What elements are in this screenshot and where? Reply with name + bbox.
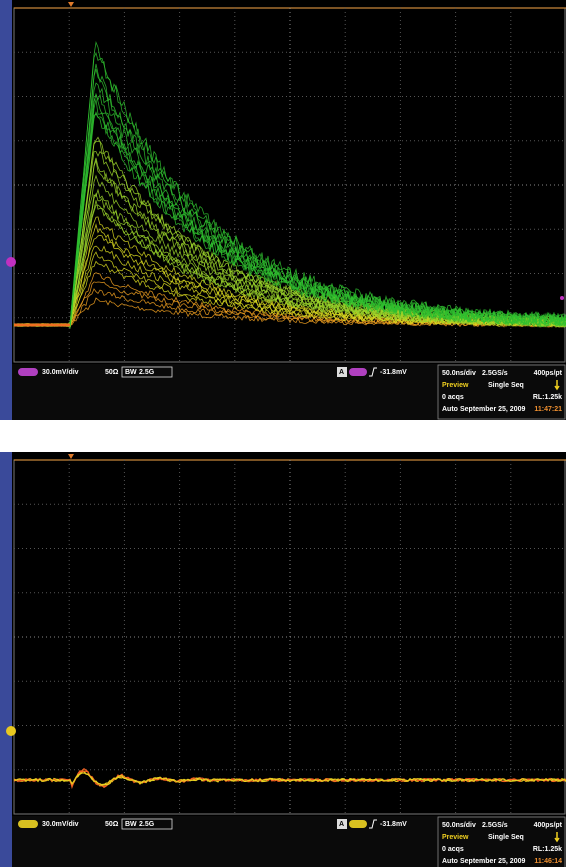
channel-marker — [6, 726, 16, 736]
channel-marker — [6, 257, 16, 267]
trigger-level: -31.8mV — [380, 369, 407, 376]
screen-bg — [0, 0, 566, 420]
screen-bg — [0, 452, 566, 867]
impedance: 50Ω — [105, 369, 119, 376]
trigger-mode: Auto — [442, 858, 458, 865]
record-length: RL:1.25k — [533, 846, 562, 853]
channel-badge — [18, 368, 38, 376]
bw-label: BW — [125, 821, 137, 828]
aux-marker — [560, 296, 564, 300]
record-length: RL:1.25k — [533, 394, 562, 401]
channel-scale: 30.0mV/div — [42, 821, 79, 828]
acquisition: Single Seq — [488, 834, 524, 841]
trigger-source: A — [339, 821, 344, 828]
side-strip — [0, 0, 12, 420]
resolution: 400ps/pt — [534, 822, 563, 829]
channel-scale: 30.0mV/div — [42, 369, 79, 376]
timebase: 50.0ns/div — [442, 822, 476, 829]
trigger-mode: Auto — [442, 406, 458, 413]
bw-label: BW — [125, 369, 137, 376]
mode: Preview — [442, 382, 469, 389]
sample-rate: 2.5GS/s — [482, 370, 508, 377]
time: 11:46:14 — [534, 858, 562, 865]
channel-badge — [18, 820, 38, 828]
trigger-level: -31.8mV — [380, 821, 407, 828]
trigger-badge — [349, 820, 367, 828]
impedance: 50Ω — [105, 821, 119, 828]
date: September 25, 2009 — [460, 858, 525, 865]
bandwidth: 2.5G — [139, 821, 155, 828]
trigger-source: A — [339, 369, 344, 376]
sample-rate: 2.5GS/s — [482, 822, 508, 829]
bandwidth: 2.5G — [139, 369, 155, 376]
mode: Preview — [442, 834, 469, 841]
side-strip — [0, 452, 12, 867]
acqs: 0 acqs — [442, 846, 464, 853]
date: September 25, 2009 — [460, 406, 525, 413]
resolution: 400ps/pt — [534, 370, 563, 377]
acqs: 0 acqs — [442, 394, 464, 401]
time: 11:47:21 — [534, 406, 562, 413]
acquisition: Single Seq — [488, 382, 524, 389]
timebase: 50.0ns/div — [442, 370, 476, 377]
screenshot: 30.0mV/div50ΩBW2.5GA-31.8mV50.0ns/div2.5… — [0, 0, 566, 867]
trigger-badge — [349, 368, 367, 376]
